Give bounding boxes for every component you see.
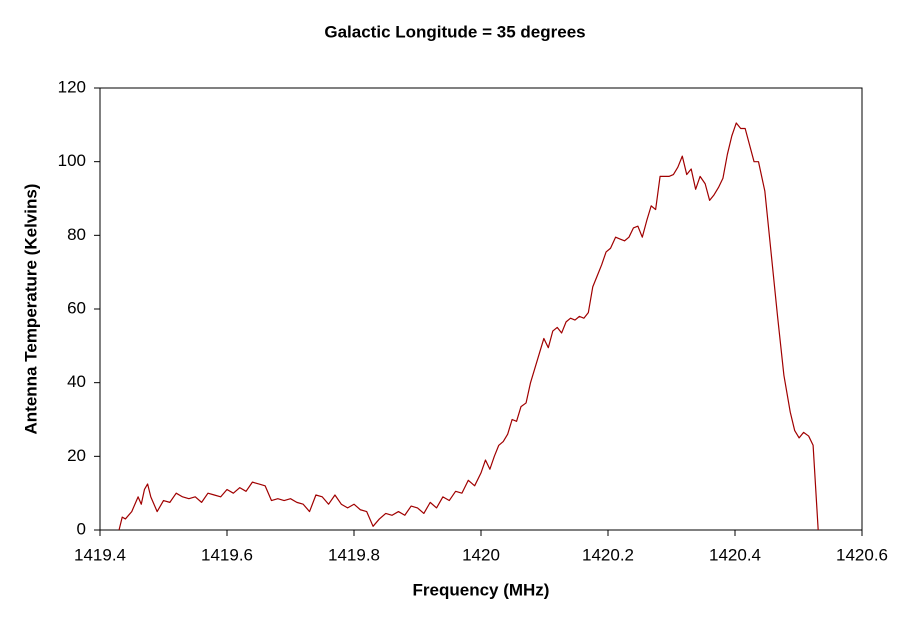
y-tick-label: 100 [58, 151, 86, 170]
x-tick-label: 1419.8 [328, 545, 380, 564]
x-tick-label: 1419.4 [74, 545, 126, 564]
x-tick-label: 1419.6 [201, 545, 253, 564]
y-tick-label: 80 [67, 225, 86, 244]
chart-title: Galactic Longitude = 35 degrees [324, 22, 585, 41]
x-tick-label: 1420.2 [582, 545, 634, 564]
x-tick-label: 1420.4 [709, 545, 761, 564]
x-tick-label: 1420.6 [836, 545, 888, 564]
y-tick-label: 20 [67, 446, 86, 465]
y-tick-label: 0 [77, 519, 86, 538]
y-axis-label: Antenna Temperature (Kelvins) [21, 184, 40, 435]
y-tick-label: 120 [58, 77, 86, 96]
data-line [118, 122, 819, 531]
y-tick-label: 60 [67, 298, 86, 317]
x-axis-label: Frequency (MHz) [413, 580, 550, 599]
y-tick-label: 40 [67, 372, 86, 391]
x-tick-label: 1420 [462, 545, 500, 564]
